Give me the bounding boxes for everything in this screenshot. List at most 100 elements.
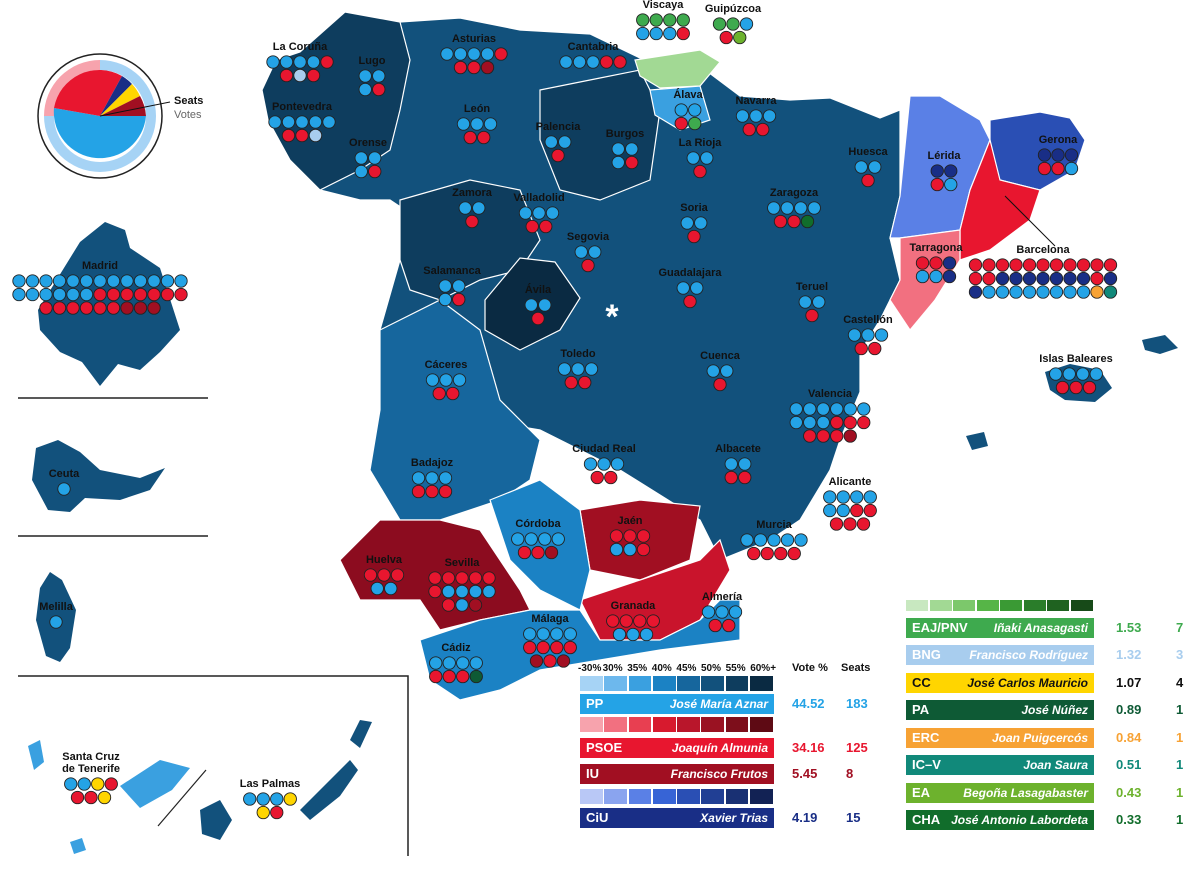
seat-marker	[706, 364, 720, 378]
pie-seats-label: Seats	[174, 95, 203, 107]
seat-marker	[1009, 271, 1023, 286]
seat-marker	[556, 654, 571, 668]
seat-marker	[468, 598, 483, 612]
seat-marker	[843, 415, 857, 430]
party-bar-eajpnv: EAJ/PNV Iñaki Anasagasti	[906, 618, 1094, 638]
seat-marker	[70, 790, 85, 805]
province-cádiz: Cádiz	[429, 642, 483, 684]
seat-marker	[531, 311, 545, 326]
seat-marker	[446, 386, 460, 401]
seat-marker	[578, 375, 592, 390]
party-leader: Iñaki Anasagasti	[993, 621, 1088, 635]
seat-marker	[558, 135, 572, 149]
seat-marker	[518, 206, 533, 220]
party-seats: 4	[1176, 675, 1184, 690]
seat-marker	[133, 301, 148, 315]
province-label: Cáceres	[425, 359, 468, 371]
shade-swatch	[580, 676, 603, 691]
seat-marker	[663, 26, 677, 41]
seat-marker	[544, 135, 558, 149]
seat-marker	[830, 415, 844, 430]
seat-marker	[308, 128, 323, 143]
seat-marker	[453, 47, 468, 61]
province-almería: Almería	[702, 591, 743, 633]
seat-marker	[439, 373, 453, 387]
seat-marker	[279, 55, 294, 69]
seat-marker	[633, 614, 647, 628]
seat-marker	[794, 201, 808, 215]
province-label: Soria	[680, 202, 708, 214]
province-córdoba: Córdoba	[511, 518, 565, 560]
seat-marker	[1076, 271, 1091, 286]
seat-marker	[773, 214, 788, 229]
seat-marker	[480, 47, 495, 61]
seat-marker	[133, 274, 148, 288]
seat-marker	[944, 177, 958, 192]
seat-marker	[836, 490, 850, 504]
party-vote: 5.45	[792, 766, 818, 781]
seat-marker	[1082, 380, 1097, 395]
province-label: Cuenca	[700, 350, 741, 362]
seat-marker	[803, 429, 817, 443]
seat-marker	[1076, 285, 1091, 299]
province-label: Gerona	[1039, 134, 1078, 146]
party-abbr: CHA	[912, 812, 941, 827]
province-valladolid: Valladolid	[513, 192, 565, 234]
seat-marker	[863, 490, 877, 504]
seat-marker	[52, 287, 67, 302]
seat-marker	[453, 60, 468, 75]
province-label: Valencia	[808, 388, 853, 400]
seat-marker	[469, 656, 483, 670]
seat-marker	[270, 792, 284, 806]
seat-marker	[816, 402, 830, 416]
party-seats: 15	[846, 810, 861, 825]
seat-marker	[66, 287, 80, 302]
seat-marker	[12, 287, 26, 302]
seat-marker	[583, 457, 598, 471]
party-abbr: ERC	[912, 730, 940, 745]
party-abbr: BNG	[912, 647, 941, 662]
seat-marker	[807, 201, 821, 215]
seat-marker	[823, 490, 837, 504]
seat-marker	[724, 470, 738, 485]
party-vote: 1.32	[1116, 647, 1142, 662]
party-seats: 1	[1176, 702, 1184, 717]
seat-marker	[52, 301, 67, 315]
seat-marker	[856, 517, 871, 531]
seat-marker	[1049, 285, 1064, 299]
seat-marker	[735, 109, 750, 123]
province-label: Córdoba	[515, 518, 561, 530]
party-leader: Joan Puigcercós	[991, 731, 1088, 745]
province-label: Lérida	[927, 150, 961, 162]
shade-swatch	[929, 600, 952, 611]
seat-marker	[995, 271, 1010, 286]
seat-marker	[762, 109, 777, 123]
seat-marker	[829, 517, 844, 531]
seat-marker	[256, 805, 270, 820]
party-leader: José Antonio Labordeta	[951, 813, 1088, 827]
seat-marker	[538, 298, 552, 312]
seat-marker	[646, 614, 660, 628]
province-toledo: Toledo	[557, 348, 599, 390]
seat-marker	[623, 542, 637, 557]
seat-marker	[713, 377, 727, 392]
party-vote: 0.84	[1116, 730, 1142, 745]
seat-marker	[531, 545, 545, 560]
province-label: Tarragona	[910, 242, 964, 254]
province-navarra: Navarra	[735, 95, 777, 137]
seat-marker	[428, 584, 442, 599]
seat-marker	[52, 274, 67, 288]
party-seats: 183	[846, 696, 868, 711]
shade-swatch	[701, 676, 724, 691]
seat-marker	[756, 122, 770, 137]
seat-marker	[354, 151, 368, 165]
seat-marker	[738, 457, 752, 471]
province-guadalajara: Guadalajara	[659, 267, 722, 309]
shade-swatch	[604, 789, 627, 804]
party-abbr: IU	[586, 766, 599, 781]
seat-marker	[174, 274, 188, 288]
seat-marker	[441, 598, 456, 612]
seat-marker	[930, 177, 944, 192]
seat-marker	[626, 627, 640, 642]
seat-marker	[800, 214, 815, 229]
